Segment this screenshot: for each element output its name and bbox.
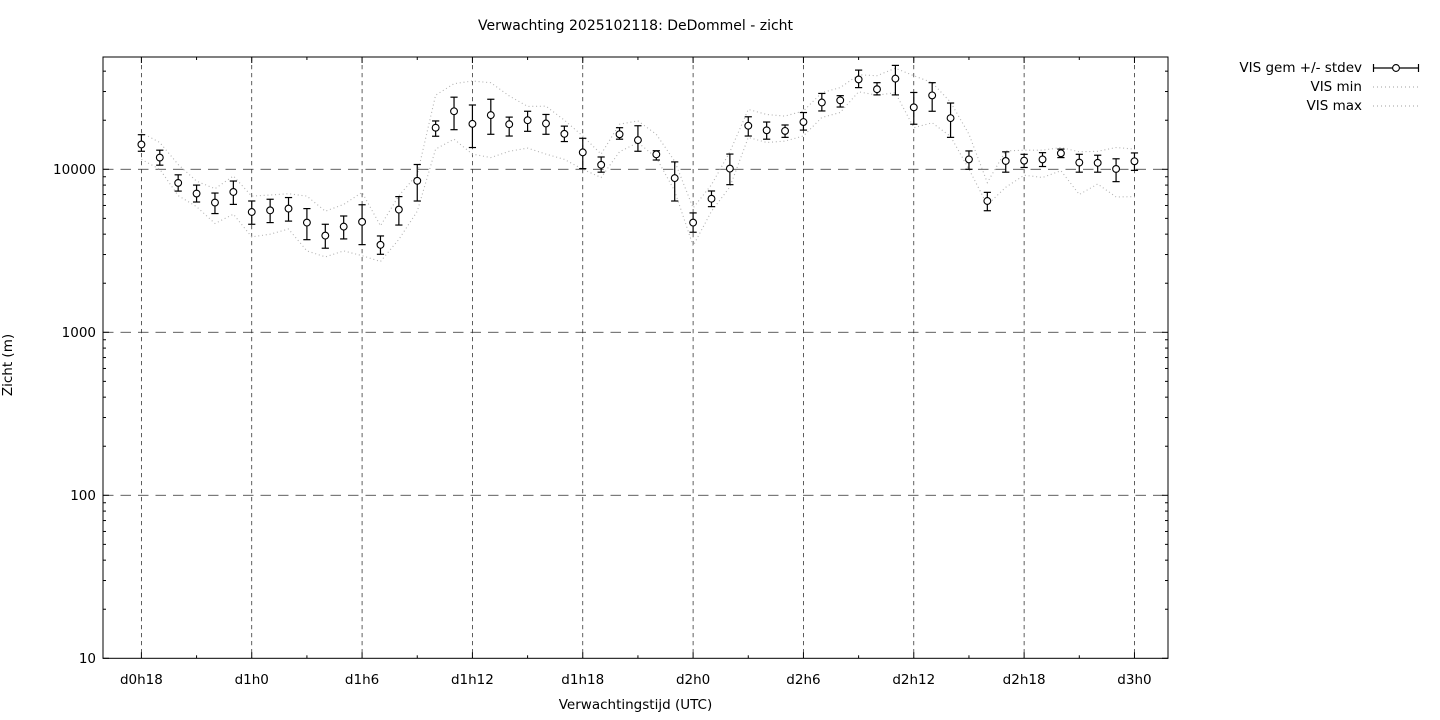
svg-text:100: 100 [70,488,96,504]
svg-text:1000: 1000 [62,325,96,341]
svg-text:d2h18: d2h18 [1003,672,1046,688]
svg-text:10: 10 [79,651,96,667]
legend-row-vis-gem: VIS gem +/- stdev [1217,58,1420,77]
svg-text:d1h6: d1h6 [345,672,379,688]
svg-text:d1h12: d1h12 [451,672,494,688]
grid-lines [103,57,1168,659]
legend: VIS gem +/- stdev VIS min VIS max [1217,58,1420,115]
plot-border [102,56,1169,659]
legend-label-vis-min: VIS min [1310,78,1362,95]
svg-text:d0h18: d0h18 [120,672,163,688]
svg-text:d2h12: d2h12 [892,672,935,688]
svg-text:d2h0: d2h0 [676,672,710,688]
chart-title: Verwachting 2025102118: DeDommel - zicht [477,18,794,34]
axis-ticks [103,57,1168,659]
svg-text:d2h6: d2h6 [786,672,820,688]
axis-tick-labels: d0h18 d1h0 d1h6 d1h12 d1h18 d2h0 d2h6 d2h12 d2h1… [53,162,1152,688]
legend-row-vis-max: VIS max [1217,96,1420,115]
dotted-line-sample-icon [1373,85,1419,88]
legend-label-vis-max: VIS max [1306,97,1363,114]
dotted-line-sample-icon [1373,104,1419,107]
x-axis-label: Verwachtingstijd (UTC) [558,697,713,713]
legend-label-vis-gem: VIS gem +/- stdev [1239,59,1362,76]
errorbar-series [137,64,1139,255]
legend-row-vis-min: VIS min [1217,77,1420,96]
svg-text:10000: 10000 [53,162,96,178]
envelope-series [141,67,1135,263]
svg-text:d1h18: d1h18 [561,672,604,688]
errorbar-sample-icon [1372,63,1420,72]
svg-text:d3h0: d3h0 [1117,672,1151,688]
svg-text:d1h0: d1h0 [235,672,269,688]
